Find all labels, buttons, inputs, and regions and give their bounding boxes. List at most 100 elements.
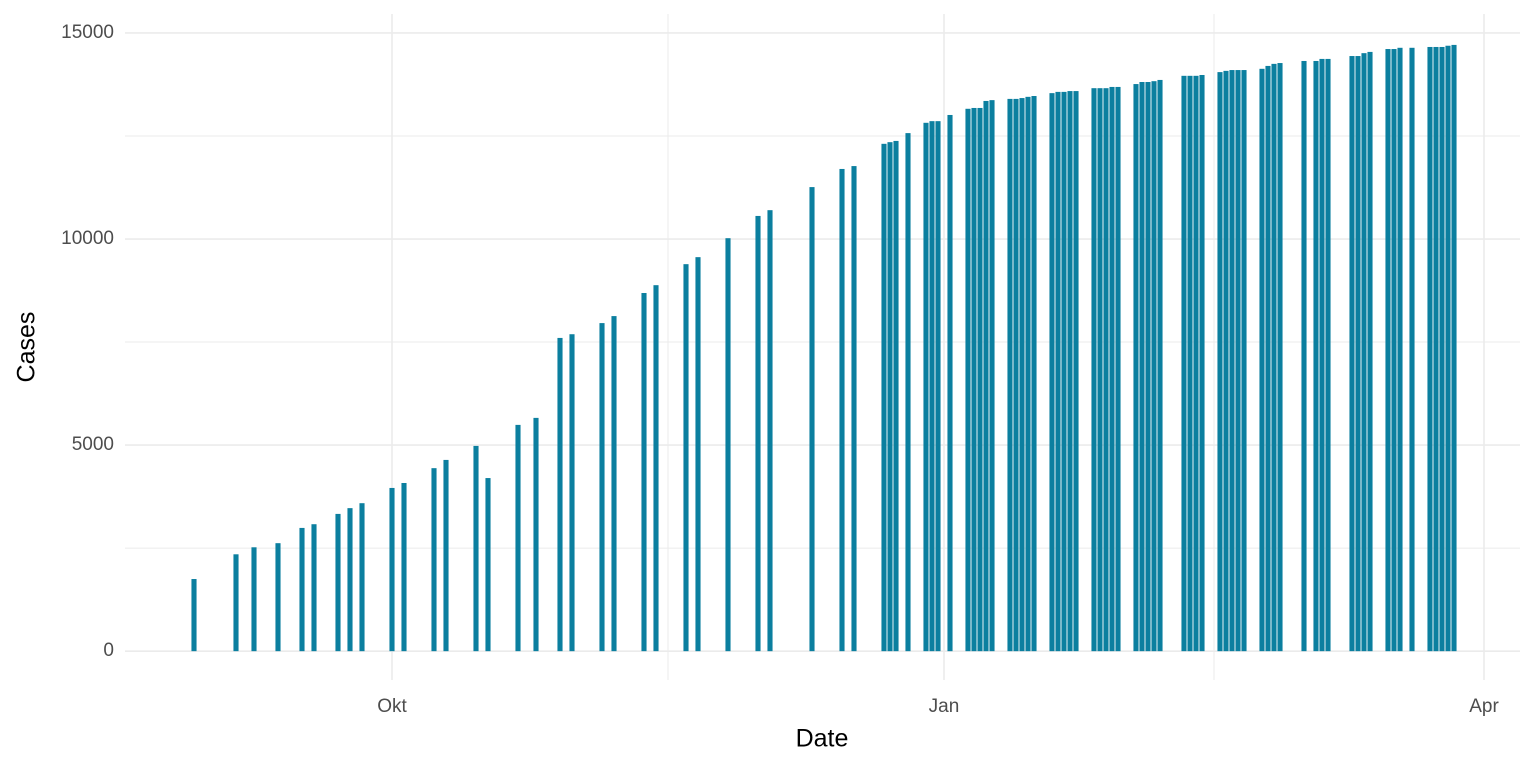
bar <box>443 459 449 652</box>
bar <box>1091 88 1097 652</box>
bar <box>929 121 935 652</box>
bar <box>599 323 605 652</box>
bar <box>1073 91 1079 652</box>
bar <box>1103 88 1109 652</box>
bar <box>683 264 689 652</box>
bar <box>1067 91 1073 652</box>
x-axis-title: Date <box>796 725 849 753</box>
bar <box>1439 46 1445 652</box>
bar <box>1049 93 1055 652</box>
bar <box>1061 91 1067 652</box>
bar <box>695 257 701 652</box>
bar <box>1259 68 1265 652</box>
bar <box>191 579 197 652</box>
bar <box>1397 47 1403 652</box>
bar <box>533 417 539 652</box>
bar <box>1277 63 1283 652</box>
y-tick-label: 15000 <box>61 22 114 43</box>
bar <box>473 445 479 652</box>
bar <box>1427 46 1433 652</box>
bar <box>905 133 911 652</box>
bar <box>335 513 341 652</box>
bar <box>1229 70 1235 652</box>
bar <box>401 483 407 652</box>
bar <box>1157 79 1163 652</box>
bar <box>275 543 281 652</box>
bar <box>1301 60 1307 652</box>
bar <box>1241 70 1247 652</box>
bar <box>1139 82 1145 652</box>
bar <box>1367 51 1373 652</box>
bar <box>989 100 995 652</box>
bar <box>1031 96 1037 652</box>
bar <box>1187 75 1193 652</box>
bar <box>311 524 317 652</box>
bar <box>1355 56 1361 652</box>
bar <box>965 108 971 652</box>
bar <box>1115 86 1121 652</box>
bar <box>893 140 899 652</box>
bar <box>1313 60 1319 652</box>
bar <box>347 508 353 652</box>
bar <box>767 210 773 652</box>
bar <box>977 107 983 652</box>
bar <box>1451 44 1457 652</box>
bar <box>755 215 761 652</box>
bar <box>1109 86 1115 652</box>
bar <box>947 114 953 652</box>
x-tick-label: Okt <box>377 696 407 717</box>
bar <box>653 285 659 652</box>
bar <box>923 122 929 652</box>
y-tick-label: 0 <box>103 640 114 661</box>
bar <box>1013 98 1019 652</box>
bar <box>1145 82 1151 652</box>
bar <box>1217 72 1223 652</box>
bar <box>359 503 365 652</box>
bar <box>1151 81 1157 652</box>
bar <box>1265 65 1271 652</box>
bar <box>935 121 941 652</box>
bar <box>1133 84 1139 652</box>
x-tick-label: Jan <box>929 696 960 717</box>
bar <box>251 547 257 652</box>
bar <box>1055 91 1061 652</box>
y-tick-label: 5000 <box>72 434 114 455</box>
bar <box>839 168 845 652</box>
bar <box>1199 74 1205 652</box>
bar <box>1223 70 1229 652</box>
bar <box>1391 49 1397 652</box>
bar <box>485 478 491 652</box>
bar <box>1097 88 1103 652</box>
bar <box>299 527 305 652</box>
bar <box>431 468 437 652</box>
y-tick-label: 10000 <box>61 228 114 249</box>
bar <box>1235 70 1241 652</box>
bar <box>887 142 893 652</box>
bar <box>881 143 887 652</box>
bar <box>557 337 563 652</box>
bar <box>983 100 989 652</box>
bar <box>1193 75 1199 652</box>
bar <box>1445 45 1451 652</box>
bar <box>1385 49 1391 652</box>
bar <box>1019 98 1025 652</box>
bar <box>1319 58 1325 652</box>
bar <box>1025 96 1031 652</box>
bar <box>1325 58 1331 652</box>
bar <box>569 334 575 652</box>
bar <box>1349 56 1355 652</box>
bar <box>725 238 731 652</box>
bar <box>1271 63 1277 652</box>
bar <box>515 424 521 652</box>
bar <box>1409 47 1415 652</box>
bar <box>641 293 647 652</box>
bar <box>1007 98 1013 652</box>
bar <box>809 187 815 652</box>
bar <box>1181 75 1187 652</box>
bar <box>1433 46 1439 652</box>
x-tick-label: Apr <box>1469 696 1499 717</box>
bar <box>1361 53 1367 652</box>
bar <box>851 166 857 652</box>
bar <box>971 107 977 652</box>
